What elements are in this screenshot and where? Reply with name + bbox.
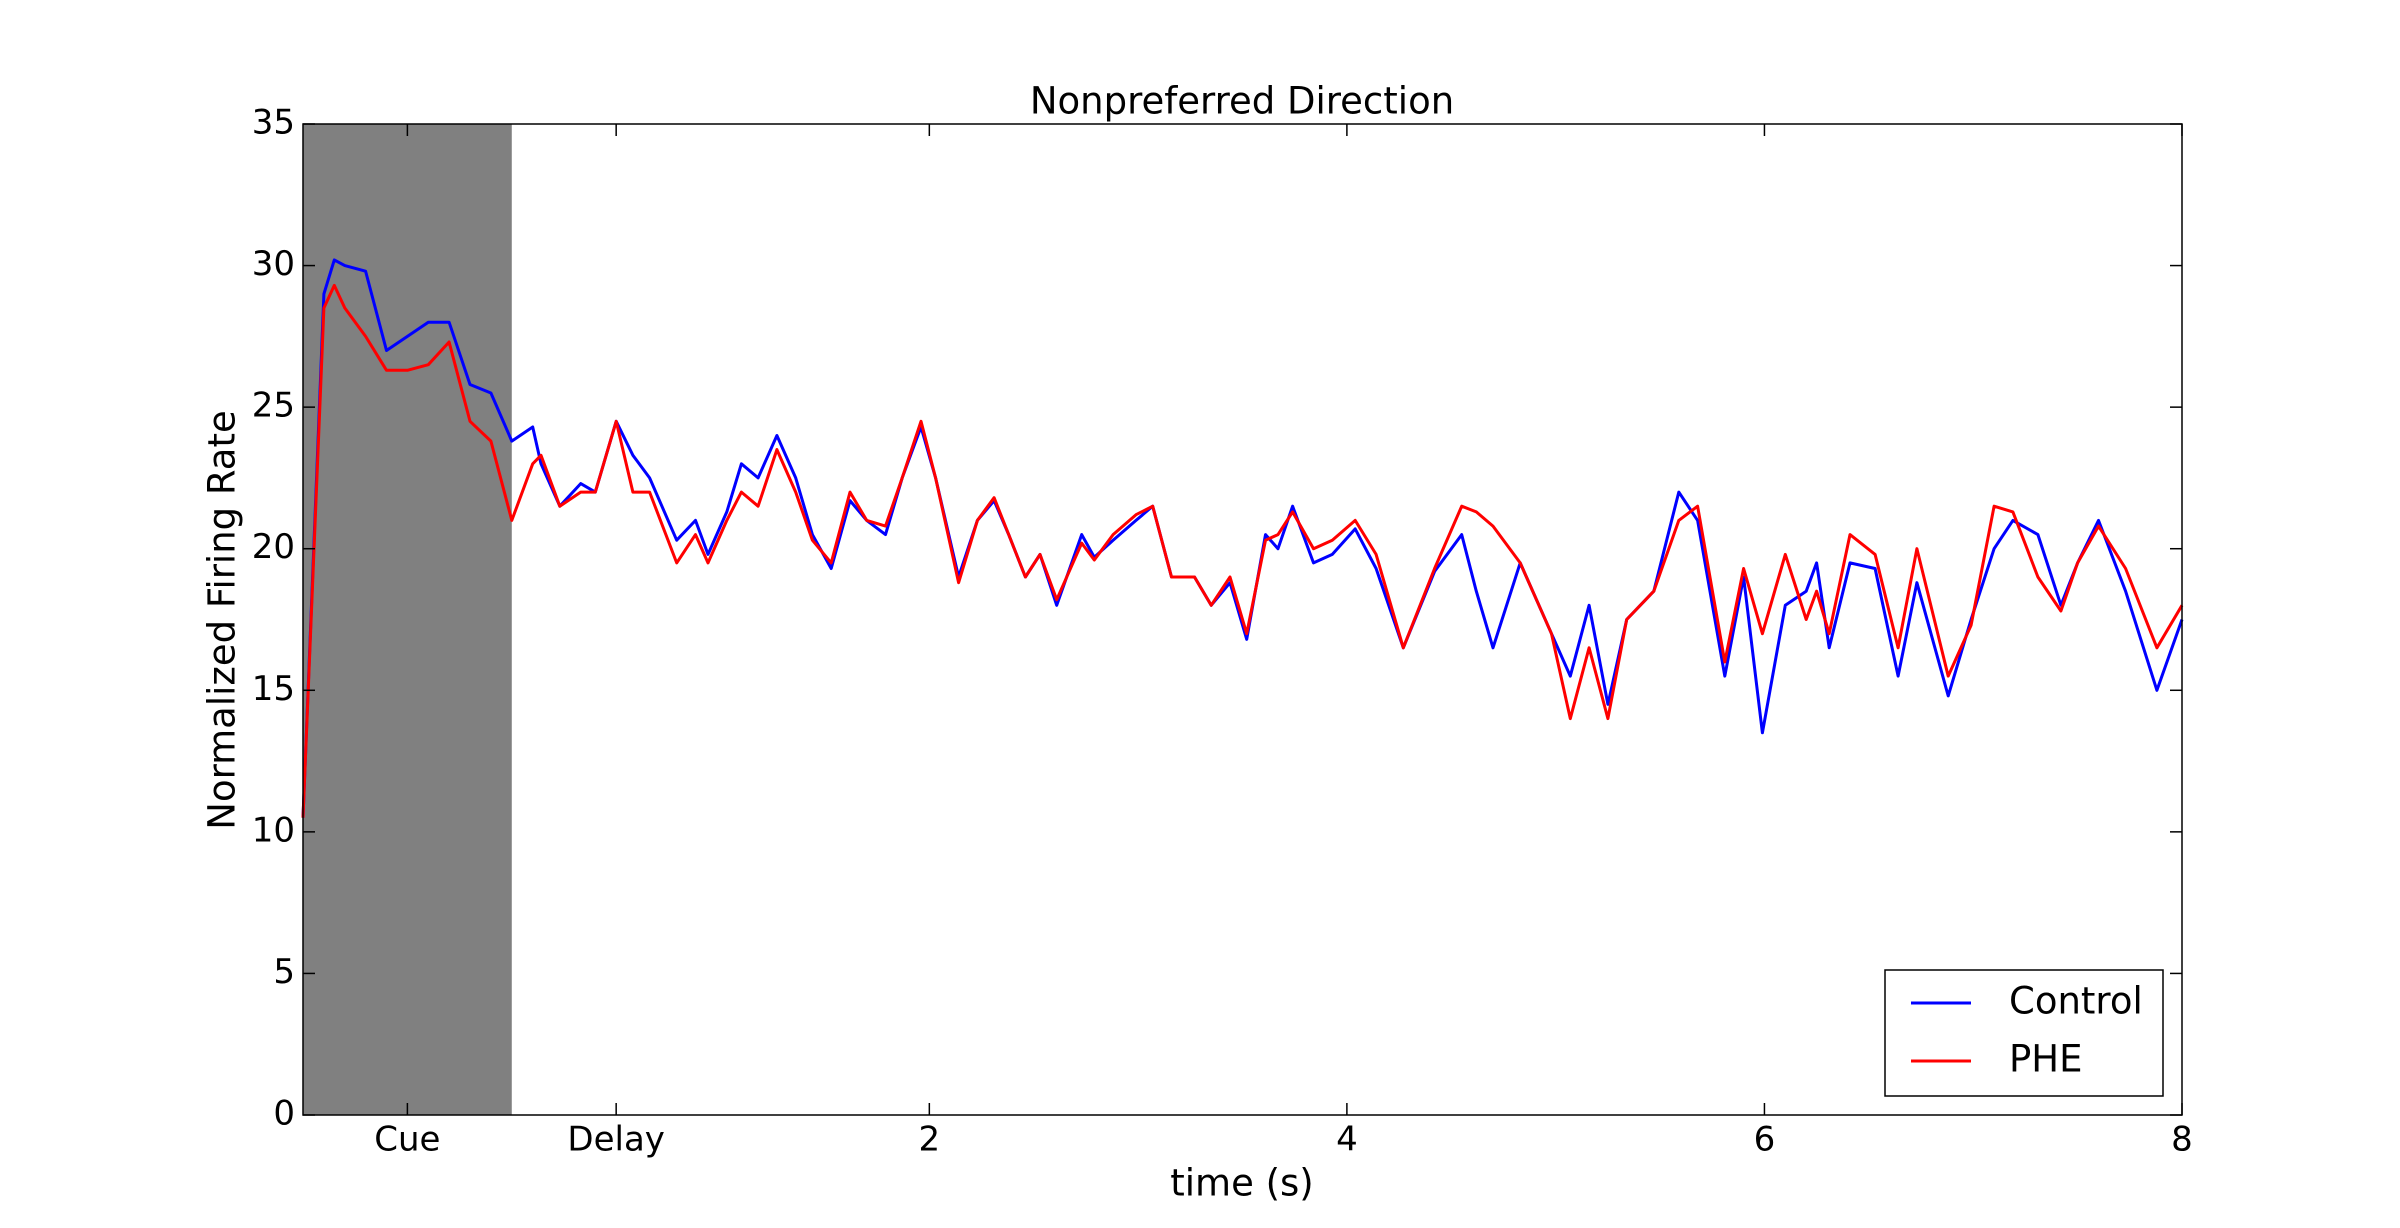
x-axis-label: time (s)	[1170, 1162, 1314, 1205]
y-tick-label: 30	[252, 244, 295, 284]
x-tick-label: Cue	[374, 1120, 440, 1160]
chart-title: Nonpreferred Direction	[1030, 80, 1454, 123]
x-tick-label: 8	[2171, 1120, 2193, 1160]
legend-label: Control	[2009, 980, 2143, 1023]
y-axis-label: Normalized Firing Rate	[201, 410, 244, 829]
shaded-span	[303, 124, 512, 1115]
legend-box	[1884, 969, 2164, 1097]
x-tick-label: Delay	[567, 1120, 665, 1160]
y-tick-label: 35	[252, 103, 295, 143]
y-tick-label: 15	[252, 669, 295, 709]
x-tick-label: 6	[1754, 1120, 1776, 1160]
plot-frame	[302, 123, 2183, 1116]
data-line	[301, 258, 2184, 818]
data-line	[301, 283, 2184, 818]
x-tick-label: 2	[919, 1120, 941, 1160]
y-tick-label: 25	[252, 386, 295, 426]
y-tick-label: 20	[252, 527, 295, 567]
legend-label: PHE	[2009, 1038, 2083, 1081]
y-tick-label: 10	[252, 810, 295, 850]
x-tick-label: 4	[1336, 1120, 1358, 1160]
y-tick-label: 0	[273, 1094, 295, 1134]
y-tick-label: 5	[273, 952, 295, 992]
